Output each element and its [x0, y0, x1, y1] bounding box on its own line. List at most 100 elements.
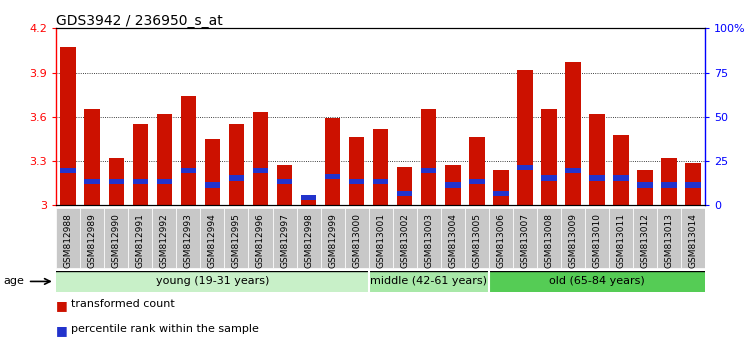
Bar — [157, 179, 172, 184]
Bar — [181, 96, 196, 205]
Text: old (65-84 years): old (65-84 years) — [549, 276, 645, 286]
Bar — [489, 208, 513, 268]
Text: GSM812999: GSM812999 — [328, 213, 337, 268]
Text: GSM813005: GSM813005 — [472, 213, 482, 268]
Text: GSM813010: GSM813010 — [592, 213, 602, 268]
Bar — [368, 271, 489, 292]
Bar — [445, 182, 460, 188]
Bar — [373, 179, 388, 184]
Bar — [609, 208, 633, 268]
Text: GSM812998: GSM812998 — [304, 213, 313, 268]
Text: GSM812993: GSM812993 — [184, 213, 193, 268]
Text: age: age — [4, 276, 25, 286]
Bar — [517, 165, 532, 170]
Text: GSM813004: GSM813004 — [448, 213, 458, 268]
Text: GSM813000: GSM813000 — [352, 213, 361, 268]
Bar — [393, 208, 417, 268]
Bar — [325, 173, 340, 179]
Bar — [469, 179, 484, 184]
Bar — [445, 166, 460, 205]
Text: GSM812997: GSM812997 — [280, 213, 289, 268]
Bar — [541, 175, 556, 181]
Bar — [205, 139, 220, 205]
Bar — [301, 195, 316, 205]
Text: transformed count: transformed count — [71, 299, 175, 309]
Bar — [541, 109, 556, 205]
Bar — [469, 137, 484, 205]
Bar — [565, 62, 580, 205]
Text: ■: ■ — [56, 299, 68, 312]
Bar — [561, 208, 585, 268]
Bar — [613, 175, 628, 181]
Text: GSM813014: GSM813014 — [688, 213, 698, 268]
Bar — [320, 208, 344, 268]
Bar — [637, 170, 652, 205]
Bar — [441, 208, 465, 268]
Bar — [565, 168, 580, 173]
Bar — [517, 70, 532, 205]
Bar — [513, 208, 537, 268]
Bar — [421, 109, 436, 205]
Bar — [157, 114, 172, 205]
Bar — [344, 208, 368, 268]
Bar — [277, 179, 292, 184]
Text: GSM812992: GSM812992 — [160, 213, 169, 268]
Bar — [397, 167, 412, 205]
Bar — [229, 175, 244, 181]
Bar — [272, 208, 296, 268]
Bar — [493, 170, 508, 205]
Text: GSM813008: GSM813008 — [544, 213, 554, 268]
Bar — [85, 179, 100, 184]
Text: GSM813002: GSM813002 — [400, 213, 410, 268]
Bar — [589, 114, 604, 205]
Text: ■: ■ — [56, 324, 68, 337]
Bar — [200, 208, 224, 268]
Bar — [589, 175, 604, 181]
Text: percentile rank within the sample: percentile rank within the sample — [71, 324, 260, 334]
Bar — [61, 47, 76, 205]
Text: young (19-31 years): young (19-31 years) — [156, 276, 269, 286]
Text: GSM813006: GSM813006 — [496, 213, 506, 268]
Text: GSM812996: GSM812996 — [256, 213, 265, 268]
Bar — [373, 129, 388, 205]
Bar — [637, 182, 652, 188]
Bar — [585, 208, 609, 268]
Bar — [152, 208, 176, 268]
Bar — [417, 208, 441, 268]
Text: GSM812994: GSM812994 — [208, 213, 217, 268]
Text: GSM813001: GSM813001 — [376, 213, 386, 268]
Text: GSM813013: GSM813013 — [664, 213, 674, 268]
Bar — [465, 208, 489, 268]
Bar — [133, 179, 148, 184]
Bar — [537, 208, 561, 268]
Bar — [85, 109, 100, 205]
Text: middle (42-61 years): middle (42-61 years) — [370, 276, 488, 286]
Text: GSM812995: GSM812995 — [232, 213, 241, 268]
Bar — [109, 179, 124, 184]
Bar — [176, 208, 200, 268]
Text: GDS3942 / 236950_s_at: GDS3942 / 236950_s_at — [56, 14, 223, 28]
Text: GSM813009: GSM813009 — [568, 213, 578, 268]
Bar — [133, 124, 148, 205]
Bar — [613, 135, 628, 205]
Bar — [489, 271, 705, 292]
Bar — [181, 168, 196, 173]
Bar — [205, 182, 220, 188]
Bar — [657, 208, 681, 268]
Text: GSM812991: GSM812991 — [136, 213, 145, 268]
Text: GSM813007: GSM813007 — [520, 213, 530, 268]
Bar — [349, 137, 364, 205]
Text: GSM812990: GSM812990 — [112, 213, 121, 268]
Bar — [662, 158, 676, 205]
Bar — [224, 208, 248, 268]
Bar — [248, 208, 272, 268]
Bar — [128, 208, 152, 268]
Bar — [493, 191, 508, 196]
Text: GSM812989: GSM812989 — [88, 213, 97, 268]
Bar — [349, 179, 364, 184]
Bar — [104, 208, 128, 268]
Bar — [109, 158, 124, 205]
Bar — [253, 168, 268, 173]
Bar — [56, 271, 368, 292]
Bar — [253, 113, 268, 205]
